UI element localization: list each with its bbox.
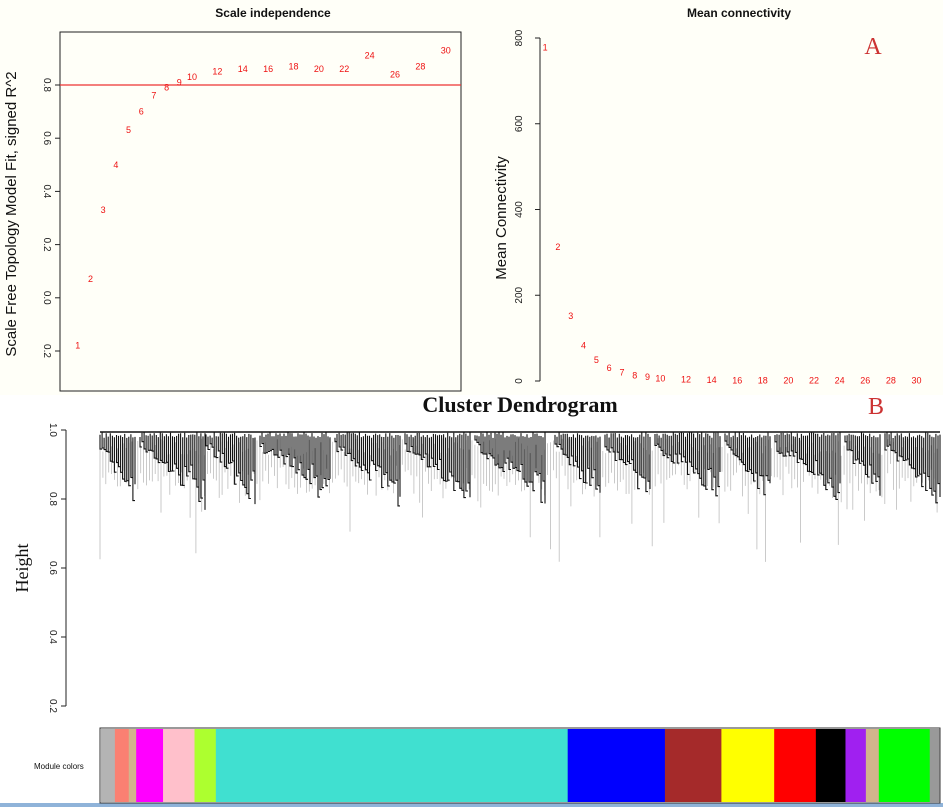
scale-independence-ytick-label: 0.4 bbox=[41, 184, 52, 198]
scale-independence-point-30: 30 bbox=[441, 45, 451, 55]
module-color-purple bbox=[845, 729, 867, 802]
mean-connectivity-point-4: 4 bbox=[581, 340, 586, 350]
mean-connectivity-point-12: 12 bbox=[681, 375, 691, 385]
mean-connectivity-point-3: 3 bbox=[568, 311, 573, 321]
top-panel-background bbox=[0, 0, 943, 395]
mean-connectivity-ytick-label: 400 bbox=[514, 201, 525, 218]
module-color-magenta bbox=[136, 729, 164, 802]
module-color-green bbox=[878, 729, 931, 802]
scale-independence-point-8: 8 bbox=[164, 83, 169, 93]
mean-connectivity-point-1: 1 bbox=[543, 42, 548, 52]
mean-connectivity-point-22: 22 bbox=[809, 376, 819, 386]
mean-connectivity-point-14: 14 bbox=[707, 375, 717, 385]
module-color-turquoise bbox=[215, 729, 569, 802]
scale-independence-point-14: 14 bbox=[238, 64, 248, 74]
scale-independence-ytick-label: 0.2 bbox=[41, 238, 52, 252]
scale-independence-point-3: 3 bbox=[101, 205, 106, 215]
mean-connectivity-y-axis: 0 200 400 600 800 bbox=[514, 29, 540, 384]
module-color-tan bbox=[128, 729, 137, 802]
panel-label-b: B bbox=[868, 394, 884, 420]
dendrogram-title: Cluster Dendrogram bbox=[422, 392, 617, 417]
module-color-bar bbox=[101, 729, 940, 802]
dendrogram-y-axis: 0.2 0.4 0.6 0.8 1.0 bbox=[47, 423, 66, 713]
scale-independence-point-12: 12 bbox=[212, 67, 222, 77]
scale-independence-point-1: 1 bbox=[75, 341, 80, 351]
scale-independence-point-5: 5 bbox=[126, 125, 131, 135]
module-color-brown bbox=[664, 729, 722, 802]
dendrogram-ytick-label: 0.4 bbox=[47, 630, 58, 644]
scale-independence-point-28: 28 bbox=[415, 61, 425, 71]
module-color-grey bbox=[101, 729, 116, 802]
dendrogram-ytick-label: 1.0 bbox=[47, 423, 58, 437]
scale-independence-ytick-label: 0.8 bbox=[41, 78, 52, 92]
module-color-tan bbox=[865, 729, 880, 802]
scale-independence-point-24: 24 bbox=[365, 51, 375, 61]
mean-connectivity-point-24: 24 bbox=[835, 376, 845, 386]
scale-independence-point-6: 6 bbox=[139, 107, 144, 117]
module-color-black bbox=[815, 729, 846, 802]
mean-connectivity-point-30: 30 bbox=[911, 376, 921, 386]
scale-independence-point-4: 4 bbox=[113, 160, 118, 170]
cluster-dendrogram: Cluster Dendrogram B 0.2 0.4 0.6 0.8 1.0 Hei… bbox=[12, 392, 941, 804]
scale-independence-point-2: 2 bbox=[88, 274, 93, 284]
scale-independence-point-20: 20 bbox=[314, 64, 324, 74]
mean-connectivity-ytick-label: 0 bbox=[514, 378, 525, 384]
scale-independence-point-26: 26 bbox=[390, 69, 400, 79]
scale-independence-point-10: 10 bbox=[187, 72, 197, 82]
mean-connectivity-point-10: 10 bbox=[655, 373, 665, 383]
scale-independence-point-7: 7 bbox=[151, 91, 156, 101]
dendrogram-ytick-label: 0.2 bbox=[47, 699, 58, 713]
mean-connectivity-point-8: 8 bbox=[632, 370, 637, 380]
mean-connectivity-point-7: 7 bbox=[619, 367, 624, 377]
panel-label-a: A bbox=[864, 34, 882, 60]
scale-independence-ytick-label: 0.6 bbox=[41, 131, 52, 145]
bottom-edge-strip bbox=[0, 803, 943, 807]
dendrogram-ytick-label: 0.6 bbox=[47, 561, 58, 575]
module-color-yellow bbox=[721, 729, 775, 802]
mean-connectivity-point-20: 20 bbox=[783, 376, 793, 386]
module-color-bar-frame bbox=[99, 727, 941, 804]
dendrogram-ylabel: Height bbox=[12, 544, 32, 593]
mean-connectivity-point-6: 6 bbox=[607, 363, 612, 373]
mean-connectivity-point-9: 9 bbox=[645, 372, 650, 382]
mean-connectivity-ylabel: Mean Connectivity bbox=[493, 156, 510, 280]
mean-connectivity-point-28: 28 bbox=[886, 376, 896, 386]
module-color-blue bbox=[567, 729, 666, 802]
scale-independence-point-16: 16 bbox=[263, 64, 273, 74]
module-colors-label: Module colors bbox=[34, 762, 84, 771]
scale-independence-point-9: 9 bbox=[177, 77, 182, 87]
scale-independence-chart: Scale independence 0.20.00.20.40.60.8 12… bbox=[3, 6, 882, 392]
scale-independence-ylabel: Scale Free Topology Model Fit, signed R^… bbox=[3, 71, 20, 356]
module-color-pink bbox=[163, 729, 195, 802]
mean-connectivity-point-5: 5 bbox=[594, 355, 599, 365]
dendrogram-ytick-label: 0.8 bbox=[47, 492, 58, 506]
module-color-grey60 bbox=[929, 729, 940, 802]
dendrogram-tree bbox=[99, 431, 941, 562]
scale-independence-plot-frame bbox=[59, 31, 462, 392]
mean-connectivity-point-2: 2 bbox=[555, 242, 560, 252]
scale-independence-point-22: 22 bbox=[339, 64, 349, 74]
mean-connectivity-title: Mean connectivity bbox=[687, 6, 791, 20]
mean-connectivity-ytick-label: 600 bbox=[514, 115, 525, 132]
module-color-salmon bbox=[114, 729, 130, 802]
mean-connectivity-point-16: 16 bbox=[732, 376, 742, 386]
scale-independence-point-18: 18 bbox=[288, 61, 298, 71]
scale-independence-title: Scale independence bbox=[215, 6, 331, 20]
module-color-greenyellow bbox=[194, 729, 217, 802]
module-color-red bbox=[774, 729, 817, 802]
mean-connectivity-ytick-label: 800 bbox=[514, 29, 525, 46]
scale-independence-ytick-label: 0.2 bbox=[41, 344, 52, 358]
scale-independence-ytick-label: 0.0 bbox=[41, 291, 52, 305]
mean-connectivity-point-26: 26 bbox=[860, 376, 870, 386]
mean-connectivity-point-18: 18 bbox=[758, 376, 768, 386]
scale-independence-y-axis: 0.2 0.0 0.2 0.4 0.6 0.8 bbox=[41, 78, 60, 358]
mean-connectivity-ytick-label: 200 bbox=[514, 286, 525, 303]
